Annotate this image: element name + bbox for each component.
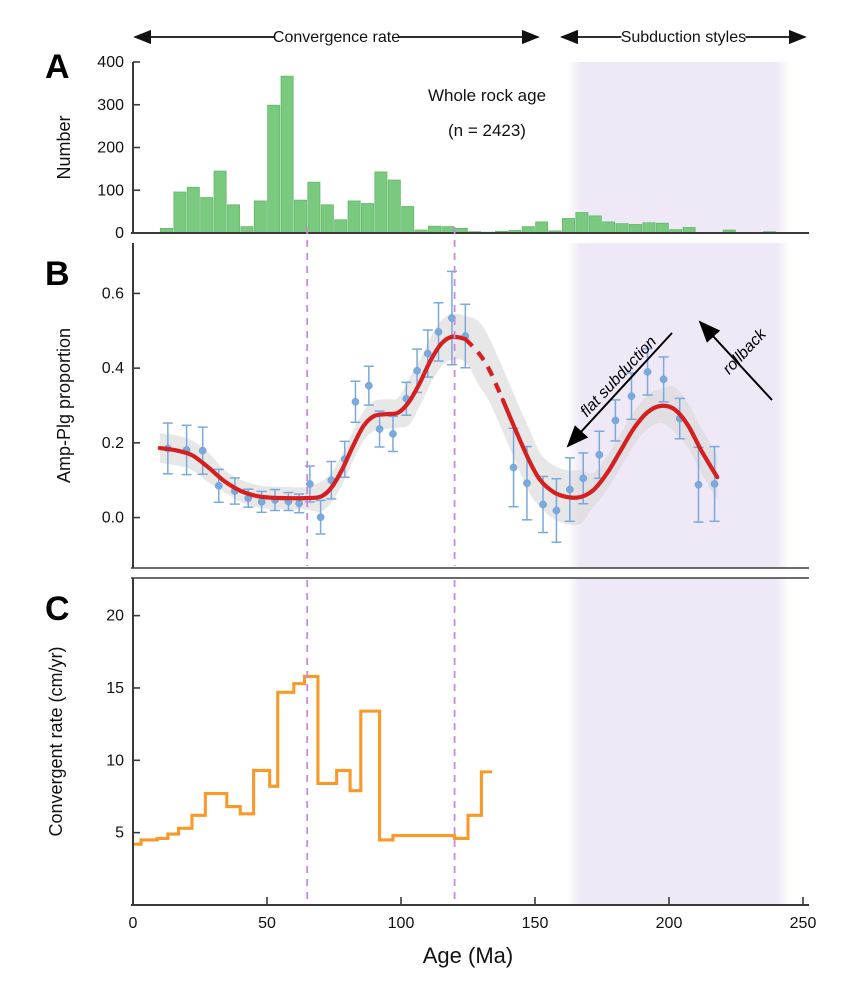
histogram-bar [280,75,294,234]
whole-rock-age-label: Whole rock age [428,86,546,105]
histogram-bar [575,212,589,234]
histogram-bar [200,197,214,234]
data-point [694,480,703,489]
data-point [351,397,360,406]
data-point [306,480,314,488]
data-point [509,463,518,472]
data-point [316,513,325,522]
panel-c-y-ticklabel: 5 [115,825,124,842]
histogram-bar [267,104,281,234]
x-ticklabel: 100 [388,915,415,932]
data-point [389,430,397,438]
panel-b-y-ticklabel: 0.6 [102,285,124,302]
marker-lines-group [306,227,456,903]
histogram-bar [374,171,388,234]
panel-c-y-ticklabel: 15 [106,680,124,697]
histogram-bar [320,204,334,234]
data-point [539,500,547,509]
panel-a: A 0 100 200 300 400 Number Whole rock age (n = 2… [45,48,809,242]
data-point [611,416,620,425]
sample-count-label: (n = 2423) [448,121,526,140]
data-point [659,375,668,384]
data-point [552,506,561,515]
data-point [523,479,531,488]
data-point [627,392,636,401]
data-point [434,328,443,336]
histogram-bar [227,204,240,234]
x-ticklabel: 150 [522,915,549,932]
panel-a-y-ticklabel: 300 [97,97,124,114]
fit-curve-solid-left [157,334,468,501]
histogram-bar [173,191,187,234]
histogram-bar [361,203,374,234]
histogram-bar [213,170,227,234]
panel-b-y-ticklabel: 0.4 [102,360,124,377]
panel-c-y-ticklabel: 10 [106,752,124,769]
rollback-arrow [698,320,773,401]
panel-a-y-ticklabel: 0 [115,225,124,242]
subduction-styles-label: Subduction styles [621,29,746,46]
histogram-bar [562,218,575,234]
data-point [423,349,432,358]
data-point [643,368,652,376]
top-annotations: Convergence rate Subduction styles [133,29,807,46]
fit-curve-dashed [463,337,505,401]
panel-b-letter: B [45,255,70,293]
histogram-bar [588,215,602,234]
convergent-rate-step-line [133,674,493,846]
data-point [364,381,373,390]
data-point [198,446,207,455]
panel-c-letter: C [45,590,70,628]
x-ticklabel: 200 [656,915,683,932]
panel-b-y-ticklabel: 0.0 [102,510,124,527]
histogram-bar [347,200,361,234]
data-point [375,425,384,433]
histogram-bar [186,186,200,234]
x-ticklabel: 50 [258,915,276,932]
histogram-bar [253,200,267,234]
data-point [710,480,719,488]
histogram-bar [655,222,669,234]
data-point [579,474,588,483]
histogram-bar [307,181,321,234]
histogram-bar [428,225,441,234]
shaded-region-panel-a [567,62,790,233]
panel-c: C 5 10 15 20 Convergent rate (cm/yr) 0 50 100 150… [45,577,817,968]
x-ticklabel: 0 [129,915,138,932]
panel-c-y-ticklabel: 20 [106,608,124,625]
histogram-bar [615,223,629,234]
histogram-bar [294,199,307,234]
panel-b-y-ticklabel: 0.2 [102,435,124,452]
x-axis-title: Age (Ma) [423,943,513,968]
histogram-bar [642,222,656,234]
data-point [565,485,574,494]
data-point [413,366,421,375]
histogram-bars [160,75,776,234]
confidence-band [159,313,718,526]
histogram-bar [401,206,415,234]
histogram-bar [535,221,549,234]
histogram-bar [334,219,348,234]
panel-a-y-ticklabel: 100 [97,182,124,199]
panel-b-y-axis-title: Amp-Plg proportion [54,328,74,483]
histogram-bar [602,221,616,234]
panel-a-y-ticklabel: 200 [97,140,124,157]
shaded-region-panel-c [567,578,790,905]
panel-a-y-ticklabel: 400 [97,54,124,71]
histogram-bar [387,179,401,234]
panel-a-y-axis-title: Number [54,115,74,179]
convergence-rate-label: Convergence rate [273,29,400,46]
fit-curve-solid-right [500,397,720,500]
data-point [595,450,604,459]
data-point [295,499,304,508]
panel-c-y-axis-title: Convergent rate (cm/yr) [46,646,66,836]
data-point [257,498,266,506]
data-point [214,481,223,490]
flat-subduction-arrow [566,332,673,448]
panel-a-letter: A [45,48,70,86]
x-ticklabel: 250 [790,915,817,932]
histogram-bar [629,224,642,234]
